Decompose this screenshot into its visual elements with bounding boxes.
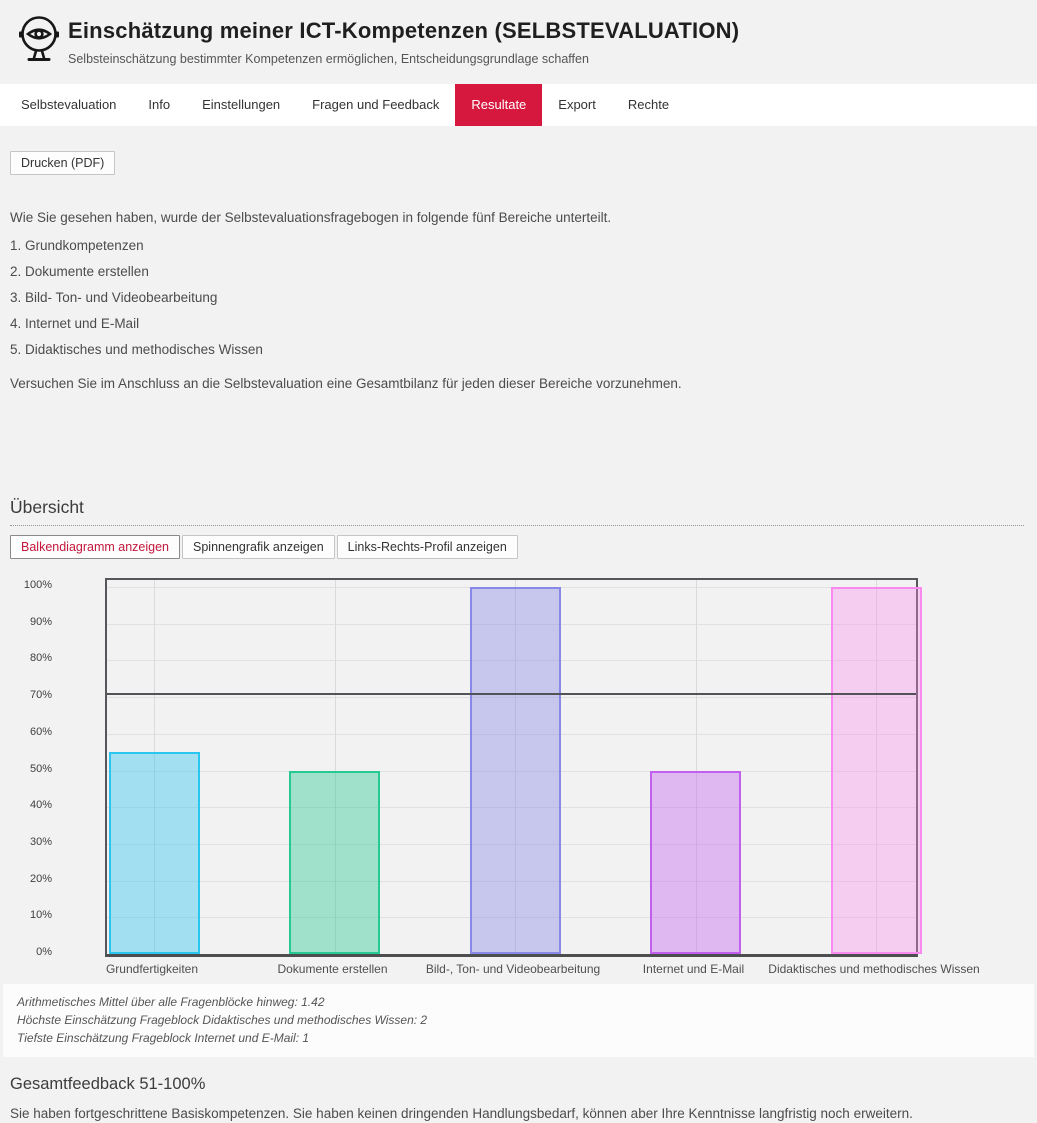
chart-plot-area	[105, 578, 922, 957]
intro-list-item: 1. Grundkompetenzen	[10, 238, 144, 253]
main-nav: Selbstevaluation Info Einstellungen Fragen …	[0, 84, 1037, 126]
chart-h-gridline	[107, 843, 916, 845]
nav-tab-rechte[interactable]: Rechte	[627, 97, 670, 112]
app-header: Einschätzung meiner ICT-Kompetenzen (SEL…	[0, 0, 1037, 68]
chart-bar-2	[289, 770, 380, 954]
chart-bar-1	[108, 752, 200, 954]
chart-y-tick-label: 20%	[29, 872, 52, 885]
intro-lead: Wie Sie gesehen haben, wurde der Selbste…	[10, 210, 612, 225]
chart-x-category-label: Didaktisches und methodisches Wissen	[768, 962, 980, 976]
chart-h-gridline	[107, 880, 916, 882]
chart-y-tick-label: 80%	[29, 652, 52, 665]
chart-y-tick-label: 30%	[29, 835, 52, 848]
eye-mirror-icon	[19, 16, 59, 61]
chart-v-gridline	[695, 580, 697, 954]
chart-x-axis-labels: Grundfertigkeiten Dokumente erstellen Bild…	[105, 962, 980, 978]
chart-bar-4	[650, 770, 741, 954]
stats-line: Arithmetisches Mittel über alle Fragenbl…	[17, 995, 325, 1009]
chart-mean-line	[107, 693, 916, 696]
chart-v-gridline	[154, 580, 155, 954]
chart-y-axis-labels: 100% 90% 80% 70% 60% 50% 40% 30% 20% 10% 0%	[10, 578, 57, 958]
chart-view-button-links-rechts-profil-anzeigen[interactable]: Links-Rechts-Profil anzeigen	[336, 535, 518, 559]
nav-tab-einstellungen[interactable]: Einstellungen	[202, 97, 281, 112]
chart-y-tick-label: 0%	[36, 946, 52, 958]
feedback-heading: Gesamtfeedback 51-100%	[10, 1075, 206, 1093]
intro-list-item: 5. Didaktisches und methodisches Wissen	[10, 342, 263, 357]
nav-tab-selbstevaluation[interactable]: Selbstevaluation	[21, 97, 117, 112]
chart-h-gridline	[107, 770, 916, 772]
nav-tab-info[interactable]: Info	[148, 97, 171, 112]
chart-y-tick-label: 10%	[29, 909, 52, 922]
chart-x-category-label: Dokumente erstellen	[277, 962, 388, 976]
chart-view-button-balkendiagramm-anzeigen[interactable]: Balkendiagramm anzeigen	[10, 535, 181, 559]
intro-list-item: 2. Dokumente erstellen	[10, 264, 149, 279]
overview-heading: Übersicht	[10, 497, 1024, 526]
intro-closing: Versuchen Sie im Anschluss an die Selbst…	[10, 376, 682, 391]
intro-list-item: 4. Internet und E-Mail	[10, 316, 140, 331]
chart-x-category-label: Grundfertigkeiten	[105, 962, 199, 976]
print-pdf-button[interactable]: Drucken (PDF)	[10, 151, 116, 175]
chart-h-gridline	[107, 697, 916, 699]
chart-h-gridline	[107, 623, 916, 625]
page-subtitle: Selbsteinschätzung bestimmter Kompetenze…	[68, 52, 589, 66]
chart-stats-box: Arithmetisches Mittel über alle Fragenbl…	[3, 984, 1034, 1057]
bar-chart: 100% 90% 80% 70% 60% 50% 40% 30% 20% 10% 0% Grundf…	[10, 572, 1027, 978]
chart-h-gridline	[107, 660, 916, 662]
chart-y-tick-label: 40%	[29, 799, 52, 812]
chart-y-tick-label: 70%	[29, 689, 52, 702]
nav-tab-fragen-und-feedback[interactable]: Fragen und Feedback	[312, 97, 440, 112]
stats-line: Tiefste Einschätzung Frageblock Internet…	[17, 1031, 310, 1045]
chart-x-category-label: Bild-, Ton- und Videobearbeitung	[425, 962, 601, 976]
chart-bar-3	[469, 587, 561, 954]
chart-y-tick-label: 100%	[23, 579, 52, 591]
nav-tab-export[interactable]: Export	[558, 97, 596, 112]
chart-v-gridline	[515, 580, 516, 954]
chart-y-tick-label: 50%	[29, 762, 52, 775]
chart-h-gridline	[107, 917, 916, 919]
stats-line: Höchste Einschätzung Frageblock Didaktis…	[17, 1013, 428, 1027]
nav-tab-resultate[interactable]: Resultate	[455, 84, 543, 126]
chart-view-button-spinnengrafik-anzeigen[interactable]: Spinnengrafik anzeigen	[182, 535, 335, 559]
chart-bar-5	[830, 587, 922, 954]
chart-v-gridline	[876, 580, 877, 954]
chart-x-category-label: Internet und E-Mail	[642, 962, 745, 976]
chart-y-tick-label: 60%	[29, 725, 52, 738]
chart-view-buttons: Balkendiagramm anzeigen Spinnengrafik anz…	[10, 535, 1027, 559]
chart-h-gridline	[107, 807, 916, 809]
intro-section: Wie Sie gesehen haben, wurde der Selbste…	[10, 208, 1027, 393]
chart-y-tick-label: 90%	[29, 615, 52, 628]
chart-h-gridline	[107, 733, 916, 735]
feedback-text: Sie haben fortgeschrittene Basiskompeten…	[10, 1106, 913, 1121]
page-title: Einschätzung meiner ICT-Kompetenzen (SEL…	[68, 18, 740, 43]
intro-list-item: 3. Bild- Ton- und Videobearbeitung	[10, 290, 218, 305]
chart-v-gridline	[334, 580, 336, 954]
